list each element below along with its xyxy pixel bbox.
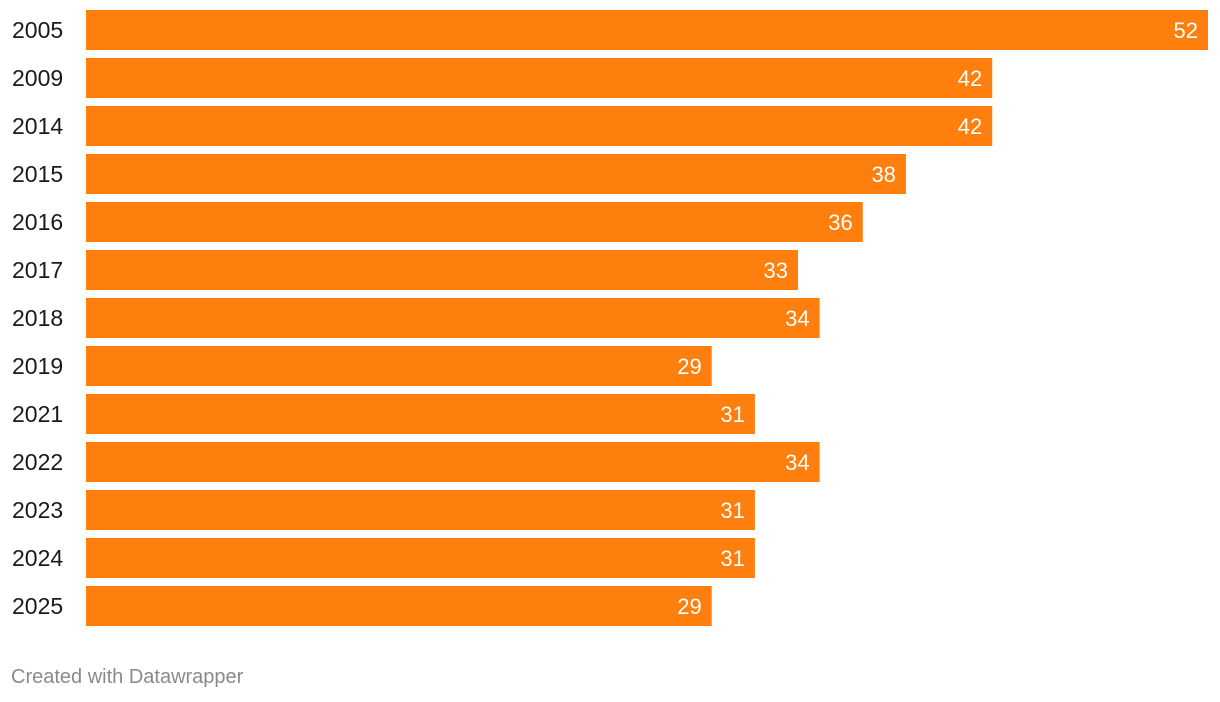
- bar: [86, 10, 1208, 50]
- bar: [86, 586, 712, 626]
- category-label: 2024: [12, 545, 63, 571]
- value-label: 34: [785, 306, 809, 331]
- bar: [86, 202, 863, 242]
- category-label: 2018: [12, 305, 63, 331]
- value-label: 31: [720, 402, 744, 427]
- value-label: 38: [871, 162, 895, 187]
- bar: [86, 250, 799, 290]
- category-label: 2005: [12, 17, 63, 43]
- value-label: 33: [764, 258, 788, 283]
- value-label: 42: [958, 66, 982, 91]
- value-label: 52: [1174, 18, 1198, 43]
- bar: [86, 154, 906, 194]
- bar: [86, 106, 993, 146]
- value-label: 36: [828, 210, 852, 235]
- value-label: 31: [720, 546, 744, 571]
- value-label: 31: [720, 498, 744, 523]
- bar: [86, 58, 993, 98]
- category-label: 2019: [12, 353, 63, 379]
- bar: [86, 538, 755, 578]
- category-label: 2022: [12, 449, 63, 475]
- value-label: 42: [958, 114, 982, 139]
- category-label: 2015: [12, 161, 63, 187]
- category-label: 2021: [12, 401, 63, 427]
- bar-chart: 2005 52 2009 42 2014 42 2015 38 2016 36 2017 33 2018…: [12, 10, 1208, 626]
- bar: [86, 442, 820, 482]
- bar: [86, 394, 755, 434]
- bar: [86, 490, 755, 530]
- category-label: 2017: [12, 257, 63, 283]
- category-label: 2009: [12, 65, 63, 91]
- category-label: 2016: [12, 209, 63, 235]
- bar: [86, 346, 712, 386]
- category-label: 2023: [12, 497, 63, 523]
- bar: [86, 298, 820, 338]
- value-label: 29: [677, 354, 701, 379]
- value-label: 34: [785, 450, 809, 475]
- category-label: 2014: [12, 113, 63, 139]
- category-label: 2025: [12, 593, 63, 619]
- value-label: 29: [677, 594, 701, 619]
- credit-text[interactable]: Created with Datawrapper: [11, 666, 244, 688]
